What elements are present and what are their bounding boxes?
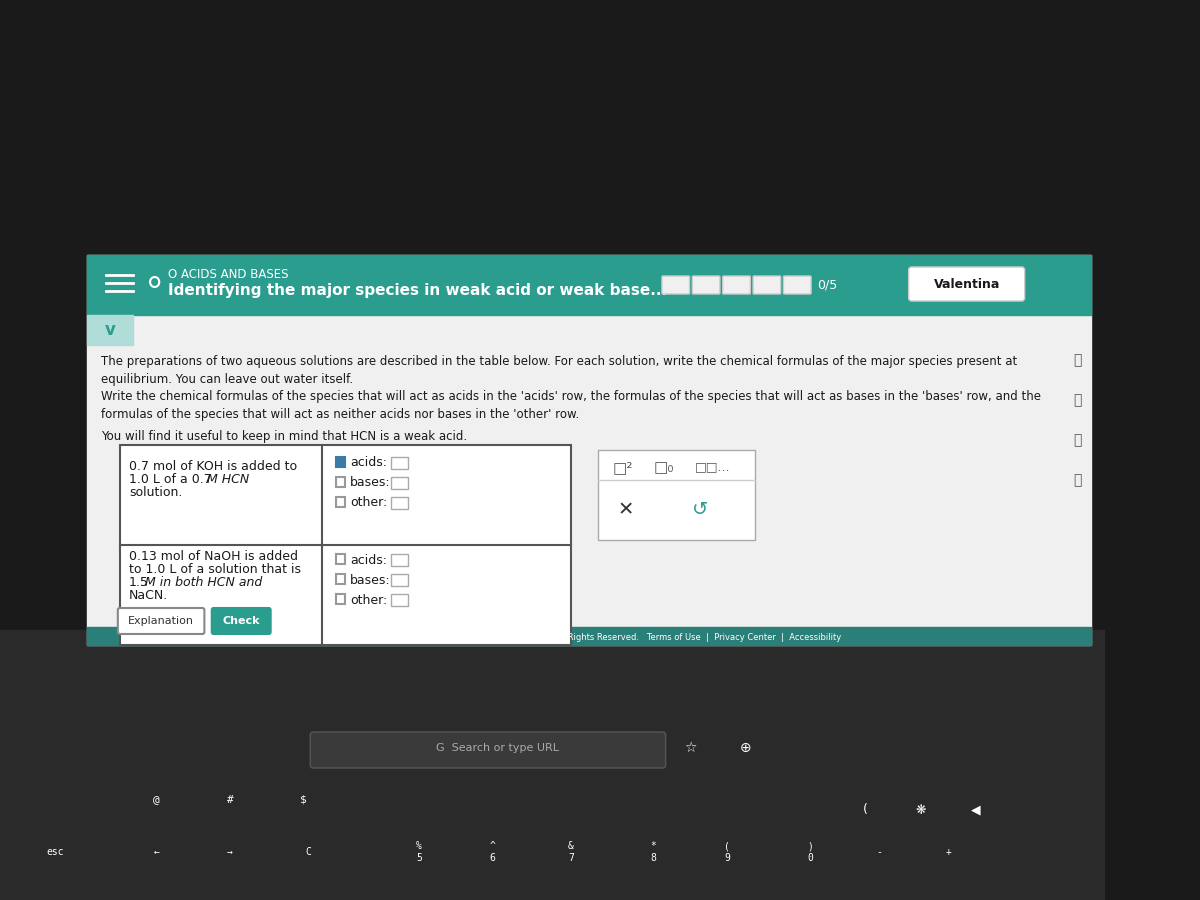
- Text: □₀: □₀: [654, 460, 674, 475]
- FancyBboxPatch shape: [311, 732, 666, 768]
- FancyBboxPatch shape: [118, 608, 204, 634]
- Text: NaCN.: NaCN.: [128, 589, 168, 602]
- Text: 0.7 mol of KOH is added to: 0.7 mol of KOH is added to: [128, 460, 298, 473]
- Text: bases:: bases:: [350, 573, 390, 587]
- Bar: [391, 457, 408, 469]
- Bar: [336, 574, 346, 584]
- Text: C: C: [306, 847, 311, 857]
- Text: ↺: ↺: [691, 500, 708, 519]
- Text: The preparations of two aqueous solutions are described in the table below. For : The preparations of two aqueous solution…: [101, 355, 1018, 386]
- FancyBboxPatch shape: [662, 276, 690, 294]
- Text: to 1.0 L of a solution that is: to 1.0 L of a solution that is: [128, 563, 301, 576]
- Bar: [391, 477, 408, 489]
- Text: ⬛: ⬛: [1073, 393, 1081, 407]
- Bar: [88, 255, 1091, 645]
- Text: You will find it useful to keep in mind that HCN is a weak acid.: You will find it useful to keep in mind …: [101, 430, 467, 443]
- Bar: [120, 445, 571, 645]
- Bar: [337, 458, 344, 466]
- Text: ←: ←: [154, 847, 160, 857]
- Text: O ACIDS AND BASES: O ACIDS AND BASES: [168, 268, 288, 282]
- Bar: [336, 594, 346, 604]
- Text: ❋: ❋: [916, 804, 926, 816]
- Text: esc: esc: [47, 847, 64, 857]
- Text: )
0: ) 0: [808, 842, 814, 863]
- Text: *
8: * 8: [650, 842, 656, 863]
- FancyBboxPatch shape: [784, 276, 811, 294]
- Text: (
9: ( 9: [725, 842, 731, 863]
- Text: 0.13 mol of NaOH is added: 0.13 mol of NaOH is added: [128, 550, 298, 563]
- Bar: [391, 594, 408, 606]
- Bar: [336, 457, 346, 467]
- Text: %
5: % 5: [416, 842, 422, 863]
- Text: →: →: [227, 847, 233, 857]
- FancyBboxPatch shape: [692, 276, 720, 294]
- Text: 📋: 📋: [1073, 353, 1081, 367]
- Text: Write the chemical formulas of the species that will act as acids in the 'acids': Write the chemical formulas of the speci…: [101, 390, 1042, 421]
- Text: solution.: solution.: [128, 486, 182, 499]
- Text: 0/5: 0/5: [817, 278, 838, 292]
- Text: M HCN: M HCN: [208, 473, 250, 486]
- FancyBboxPatch shape: [211, 608, 271, 634]
- Text: $: $: [300, 795, 307, 805]
- Text: acids:: acids:: [350, 456, 386, 470]
- Text: #: #: [227, 795, 234, 805]
- Text: Check: Check: [222, 616, 260, 626]
- Bar: [391, 497, 408, 509]
- Bar: [391, 554, 408, 566]
- Bar: [599, 450, 755, 540]
- Text: Valentina: Valentina: [934, 277, 1000, 291]
- Text: -: -: [876, 847, 882, 857]
- Text: M in both HCN and: M in both HCN and: [145, 576, 263, 589]
- Bar: [88, 255, 1091, 315]
- Bar: [336, 554, 346, 564]
- Text: @: @: [154, 795, 160, 805]
- Text: ◀: ◀: [971, 804, 980, 816]
- Bar: [88, 315, 133, 345]
- Text: 🔤: 🔤: [1073, 433, 1081, 447]
- Bar: [88, 627, 1091, 645]
- Text: acids:: acids:: [350, 554, 386, 566]
- Text: 1.0 L of a 0.7: 1.0 L of a 0.7: [128, 473, 211, 486]
- Bar: [391, 574, 408, 586]
- Text: other:: other:: [350, 593, 388, 607]
- Text: &
7: & 7: [568, 842, 574, 863]
- Bar: [0, 630, 1105, 900]
- Text: 🔲: 🔲: [1073, 473, 1081, 487]
- Text: □²: □²: [612, 460, 632, 475]
- Bar: [336, 497, 346, 507]
- Text: © 2022 McGraw Hill LLC. All Rights Reserved.   Terms of Use  |  Privacy Center  : © 2022 McGraw Hill LLC. All Rights Reser…: [448, 633, 841, 642]
- Text: v: v: [106, 321, 116, 339]
- Text: ⊕: ⊕: [740, 741, 751, 755]
- Text: Identifying the major species in weak acid or weak base...: Identifying the major species in weak ac…: [168, 283, 667, 298]
- FancyBboxPatch shape: [754, 276, 781, 294]
- Text: G  Search or type URL: G Search or type URL: [436, 743, 559, 753]
- Text: ^
6: ^ 6: [490, 842, 496, 863]
- Text: □□...: □□...: [695, 460, 731, 473]
- Text: ☆: ☆: [684, 741, 697, 755]
- FancyBboxPatch shape: [908, 267, 1025, 301]
- Text: 1.5: 1.5: [128, 576, 149, 589]
- Text: Explanation: Explanation: [128, 616, 194, 626]
- Text: (: (: [863, 804, 868, 816]
- Text: +: +: [946, 847, 952, 857]
- Text: other:: other:: [350, 497, 388, 509]
- Bar: [336, 477, 346, 487]
- FancyBboxPatch shape: [722, 276, 750, 294]
- Text: bases:: bases:: [350, 476, 390, 490]
- Text: ✕: ✕: [618, 500, 635, 519]
